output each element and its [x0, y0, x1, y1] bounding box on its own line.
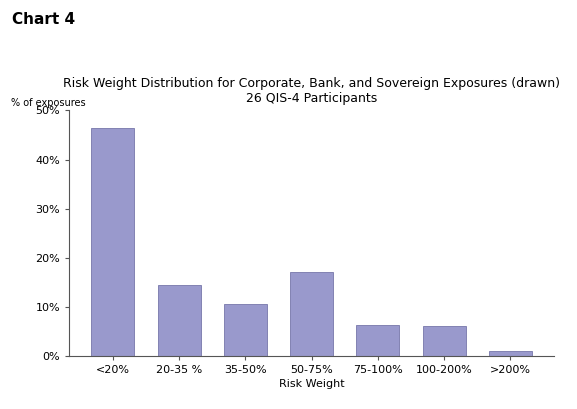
- Bar: [357, 326, 399, 356]
- Bar: [158, 285, 201, 356]
- Bar: [224, 304, 267, 356]
- Bar: [422, 326, 466, 356]
- Bar: [290, 272, 333, 356]
- X-axis label: Risk Weight: Risk Weight: [279, 379, 344, 389]
- Title: Risk Weight Distribution for Corporate, Bank, and Sovereign Exposures (drawn)
26: Risk Weight Distribution for Corporate, …: [63, 77, 560, 105]
- Text: % of exposures: % of exposures: [11, 98, 86, 108]
- Bar: [489, 351, 532, 356]
- Bar: [91, 128, 134, 356]
- Text: Chart 4: Chart 4: [12, 12, 74, 27]
